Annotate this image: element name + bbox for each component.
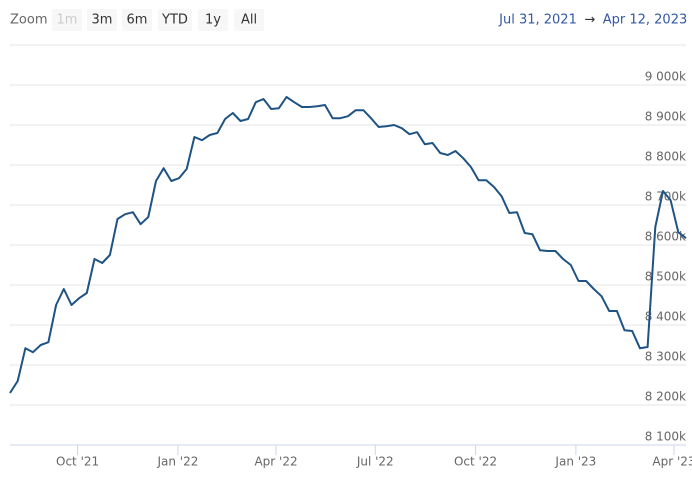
x-tick-label: Jan '23	[554, 455, 596, 469]
zoom-button-label[interactable]: 6m	[127, 13, 148, 28]
y-tick-label: 8 400k	[645, 310, 686, 324]
y-tick-label: 8 200k	[645, 390, 686, 404]
y-tick-label: 8 900k	[645, 110, 686, 124]
x-tick-label: Apr '23	[652, 455, 692, 469]
zoom-button[interactable]	[158, 9, 192, 31]
y-tick-label: 8 500k	[645, 270, 686, 284]
y-tick-label: 8 100k	[645, 430, 686, 444]
x-tick-label: Oct '22	[454, 455, 497, 469]
y-tick-label: 9 000k	[645, 70, 686, 84]
zoom-button-label: 1m	[57, 13, 78, 28]
zoom-button[interactable]	[234, 9, 264, 31]
zoom-button	[52, 9, 82, 31]
zoom-button-label[interactable]: YTD	[161, 13, 188, 28]
zoom-button[interactable]	[122, 9, 152, 31]
y-tick-label: 8 600k	[645, 230, 686, 244]
x-tick-label: Jan '22	[156, 455, 198, 469]
zoom-button-label[interactable]: 3m	[92, 13, 113, 28]
zoom-button[interactable]	[198, 9, 228, 31]
series-line	[9, 96, 687, 394]
range-from[interactable]: Jul 31, 2021	[498, 13, 577, 28]
y-tick-label: 8 700k	[645, 190, 686, 204]
x-tick-label: Apr '22	[254, 455, 297, 469]
range-to[interactable]: Apr 12, 2023	[603, 13, 688, 28]
zoom-label: Zoom	[10, 13, 47, 28]
zoom-button[interactable]	[87, 9, 117, 31]
zoom-button-label[interactable]: All	[241, 13, 257, 28]
range-arrow: →	[585, 13, 596, 28]
zoom-button-label[interactable]: 1y	[205, 13, 221, 28]
y-tick-label: 8 300k	[645, 350, 686, 364]
y-tick-label: 8 800k	[645, 150, 686, 164]
x-tick-label: Jul '22	[356, 455, 394, 469]
x-tick-label: Oct '21	[56, 455, 99, 469]
